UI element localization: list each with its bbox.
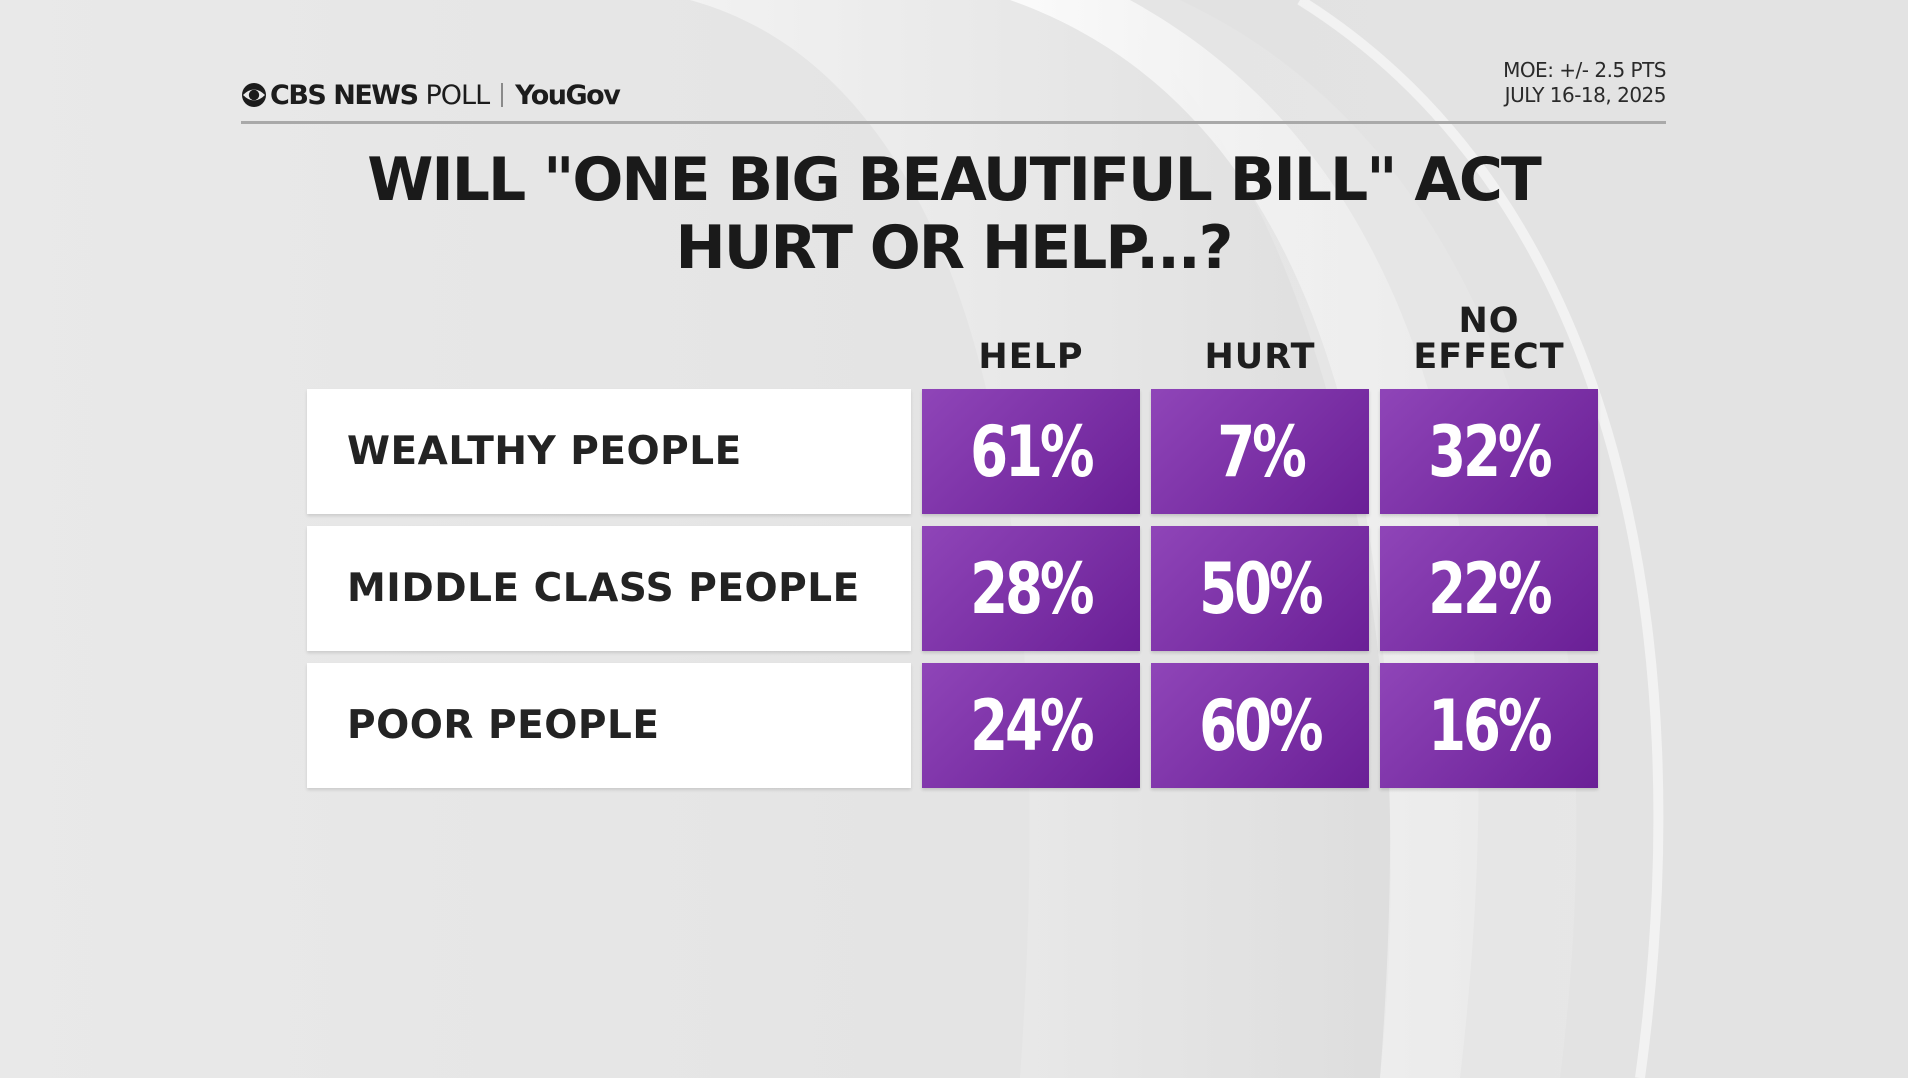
column-header-line: NO [1458, 301, 1520, 341]
poll-dates: JULY 16-18, 2025 [1504, 83, 1667, 107]
value-label: 22% [1428, 547, 1552, 630]
title-line-2: HURT OR HELP...? [675, 213, 1234, 283]
value-label: 28% [970, 547, 1094, 630]
column-header-0: HELP [922, 339, 1140, 375]
column-header-1: HURT [1151, 339, 1369, 375]
value-cell: 32% [1380, 389, 1598, 514]
value-label: 50% [1199, 547, 1323, 630]
brand-yougov: YouGov [515, 79, 621, 111]
column-header-line: HURT [1204, 337, 1316, 377]
chart-title: WILL "ONE BIG BEAUTIFUL BILL" ACT HURT O… [241, 146, 1666, 282]
value-label: 16% [1428, 684, 1552, 767]
value-label: 7% [1216, 410, 1307, 493]
margin-of-error: MOE: +/- 2.5 PTS [1503, 58, 1666, 82]
brand-separator [501, 83, 504, 107]
brand-poll: POLL [425, 79, 491, 111]
value-cell: 24% [922, 663, 1140, 788]
value-cell: 28% [922, 526, 1140, 651]
value-label: 32% [1428, 410, 1552, 493]
column-header-2: NO EFFECT [1380, 303, 1598, 375]
poll-meta: MOE: +/- 2.5 PTS JULY 16-18, 2025 [1503, 58, 1666, 108]
column-header-line: EFFECT [1413, 337, 1565, 377]
brand-logo: CBS NEWS POLL YouGov [241, 78, 621, 112]
value-cell: 22% [1380, 526, 1598, 651]
header-divider [241, 121, 1666, 124]
value-cell: 50% [1151, 526, 1369, 651]
cbs-eye-icon [242, 83, 266, 107]
value-cell: 61% [922, 389, 1140, 514]
value-label: 61% [970, 410, 1094, 493]
value-cell: 16% [1380, 663, 1598, 788]
row-label: MIDDLE CLASS PEOPLE [307, 526, 911, 651]
value-cell: 7% [1151, 389, 1369, 514]
value-label: 24% [970, 684, 1094, 767]
row-label: WEALTHY PEOPLE [307, 389, 911, 514]
title-line-1: WILL "ONE BIG BEAUTIFUL BILL" ACT [367, 145, 1542, 215]
column-header-line: HELP [978, 337, 1084, 377]
value-cell: 60% [1151, 663, 1369, 788]
brand-cbs-news: CBS NEWS [270, 79, 419, 111]
value-label: 60% [1199, 684, 1323, 767]
row-label: POOR PEOPLE [307, 663, 911, 788]
